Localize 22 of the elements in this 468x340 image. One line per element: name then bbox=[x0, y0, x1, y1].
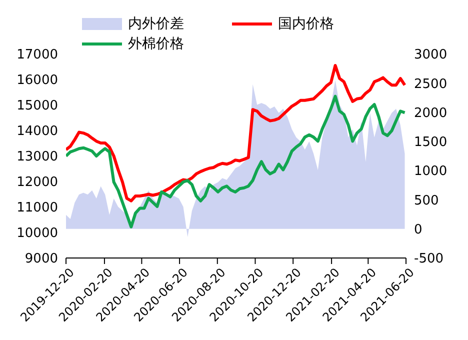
y-tick-label: 16000 bbox=[16, 73, 58, 88]
y2-tick-label: 1000 bbox=[414, 164, 448, 180]
y-tick-label: 12000 bbox=[16, 175, 58, 190]
y-tick-label: 13000 bbox=[16, 150, 58, 165]
y-tick-label: 9000 bbox=[24, 252, 58, 267]
y-tick-label: 15000 bbox=[16, 98, 58, 114]
y-tick-label: 14000 bbox=[16, 124, 58, 140]
y2-tick-label: -500 bbox=[414, 252, 444, 267]
y-tick-label: 10000 bbox=[16, 226, 58, 242]
legend-label: 国内价格 bbox=[278, 15, 334, 33]
y2-tick-label: 2500 bbox=[414, 76, 448, 92]
y2-tick-label: 3000 bbox=[414, 48, 448, 63]
legend-label: 内外价差 bbox=[128, 15, 184, 33]
y2-tick-label: 500 bbox=[414, 193, 439, 208]
y-tick-label: 17000 bbox=[16, 48, 58, 63]
y2-tick-label: 2000 bbox=[414, 106, 448, 121]
y2-tick-label: 0 bbox=[414, 222, 422, 238]
line-series bbox=[66, 64, 406, 202]
y-tick-label: 11000 bbox=[16, 200, 58, 216]
legend-label: 外棉价格 bbox=[128, 35, 184, 53]
line-series bbox=[66, 94, 406, 228]
y2-tick-label: 1500 bbox=[414, 135, 448, 150]
